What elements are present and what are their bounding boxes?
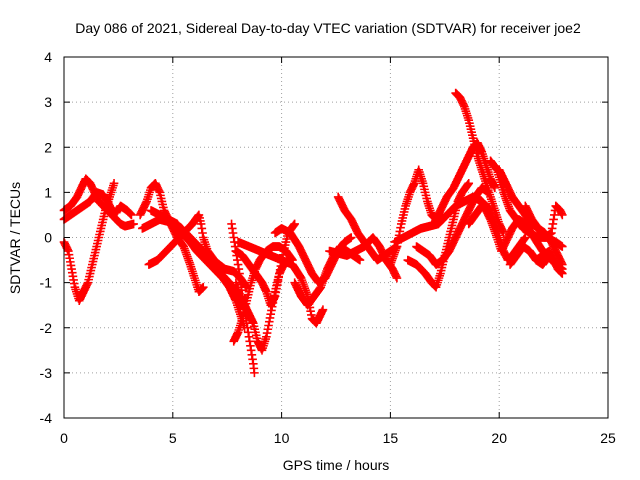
y-tick-label: -3 <box>40 365 53 381</box>
y-tick-label: 0 <box>44 230 52 246</box>
x-tick-label: 5 <box>169 430 177 446</box>
data-point-track-13 <box>318 305 328 314</box>
data-point-track-29 <box>558 210 567 220</box>
data-point-track-3 <box>127 210 136 220</box>
x-tick-label: 25 <box>600 430 616 446</box>
x-axis-label: GPS time / hours <box>283 457 390 473</box>
x-tick-label: 0 <box>60 430 68 446</box>
data-point-track-4 <box>198 282 208 292</box>
data-point-track-12 <box>290 219 299 229</box>
data-point-track-15 <box>355 255 365 265</box>
data-point-track-1 <box>129 219 138 229</box>
x-tick-label: 10 <box>274 430 290 446</box>
y-tick-label: 3 <box>44 94 52 110</box>
data-point-track-20 <box>464 179 474 188</box>
chart-title: Day 086 of 2021, Sidereal Day-to-day VTE… <box>75 20 581 36</box>
data-point-track-26 <box>558 242 567 251</box>
data-point-track-30 <box>558 264 567 274</box>
data-point-track-2 <box>109 179 119 188</box>
y-axis-label: SDTVAR / TECUs <box>7 182 23 294</box>
x-tick-label: 15 <box>383 430 399 446</box>
y-tick-label: 1 <box>44 184 52 200</box>
y-tick-label: -1 <box>40 275 53 291</box>
tick-labels: 0 5 10 15 20 25 -4 -3 -2 -1 0 1 2 3 4 <box>40 49 616 446</box>
y-tick-label: -4 <box>40 410 53 426</box>
axis-ticks <box>63 56 609 419</box>
x-tick-label: 20 <box>491 430 507 446</box>
data-points <box>59 88 567 378</box>
grid <box>64 57 608 418</box>
y-tick-label: -2 <box>40 320 53 336</box>
y-tick-label: 4 <box>44 49 52 65</box>
data-point-track-9 <box>250 368 259 378</box>
y-tick-label: 2 <box>44 139 52 155</box>
data-point-track-24 <box>521 233 530 242</box>
data-point-track-17 <box>392 273 402 283</box>
data-point-track-14 <box>346 233 356 242</box>
data-point-track-22 <box>490 183 500 193</box>
